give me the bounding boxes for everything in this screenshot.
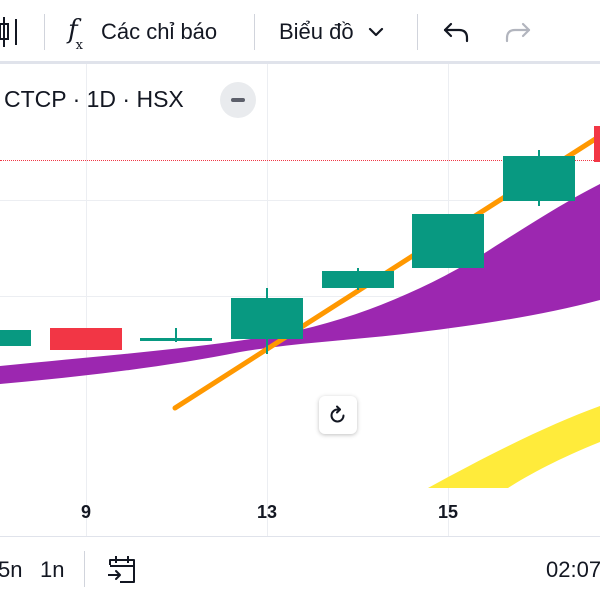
goto-date-button[interactable] (104, 551, 140, 587)
minus-icon (231, 98, 245, 102)
indicators-label: Các chỉ báo (100, 19, 218, 44)
gridline (86, 64, 87, 536)
candles (0, 126, 600, 354)
gridline (0, 296, 600, 297)
x-axis-tick: 9 (80, 502, 92, 522)
undo-button[interactable] (440, 8, 472, 56)
collapse-legend-button[interactable] (220, 82, 256, 118)
reset-chart-button[interactable] (319, 396, 357, 434)
indicators-button[interactable]: fx Các chỉ báo (68, 8, 217, 56)
redo-icon (505, 22, 531, 43)
bottom-toolbar: 5n 1n 02:07 (0, 536, 600, 600)
price-chart (0, 126, 600, 488)
toolbar-divider (254, 14, 255, 50)
redo-button[interactable] (502, 8, 534, 56)
gridline (0, 200, 600, 201)
chart-type-button[interactable]: Biểu đồ (279, 8, 384, 56)
top-toolbar: fx Các chỉ báo Biểu đồ (0, 0, 600, 64)
chart-style-button[interactable] (0, 8, 20, 56)
chevron-down-icon (368, 27, 383, 37)
candle (140, 328, 212, 342)
reset-icon (330, 405, 345, 423)
yellow-cloud (428, 406, 600, 488)
candles-icon (0, 17, 17, 47)
chart-type-label: Biểu đồ (279, 19, 354, 44)
toolbar-divider (417, 14, 418, 50)
bottom-divider (84, 551, 85, 587)
candle (322, 268, 394, 290)
x-axis-tick: 15 (437, 502, 459, 522)
candle (412, 214, 484, 268)
toolbar-divider (44, 14, 45, 50)
clock-time: 02:07 (546, 557, 600, 582)
candle (231, 288, 303, 354)
last-price-line (0, 160, 600, 161)
candle (503, 150, 575, 206)
candle (50, 328, 122, 350)
x-axis-tick: 13 (256, 502, 278, 522)
range-1n-button[interactable]: 1n (40, 557, 65, 582)
undo-icon (443, 22, 469, 43)
ichimoku-cloud (0, 184, 600, 384)
fx-icon: fx (68, 15, 83, 53)
chart-pane[interactable]: CTCP · 1D · HSX 9 13 15 (0, 64, 600, 536)
calendar-goto-icon (108, 556, 135, 583)
symbol-title: CTCP · 1D · HSX (4, 86, 184, 112)
candle (0, 330, 31, 346)
range-5n-button[interactable]: 5n (0, 557, 23, 582)
candle (594, 126, 600, 162)
